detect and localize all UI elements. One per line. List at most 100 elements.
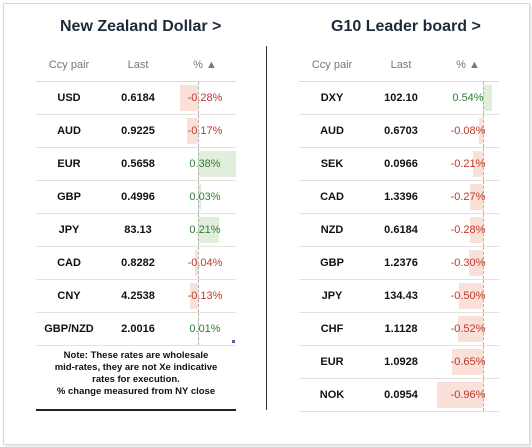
pct-value: -0.04%: [187, 257, 223, 269]
zero-line: [483, 280, 484, 312]
pair-cell: AUD: [57, 125, 81, 137]
last-cell: 1.1128: [384, 323, 418, 335]
pct-value: 0.38%: [189, 158, 221, 170]
last-cell: 0.6184: [121, 92, 155, 104]
table-row[interactable]: JPY 83.13 0.21%: [36, 214, 236, 247]
table-row[interactable]: EUR 1.0928 -0.65%: [299, 346, 499, 379]
g10-title-link[interactable]: G10 Leader board >: [331, 18, 481, 35]
last-header[interactable]: Last: [127, 58, 149, 71]
last-cell: 1.0928: [384, 356, 418, 368]
nzd-rows: USD 0.6184 -0.28% AUD 0.9225 -0.17% EUR 0.5658 0…: [36, 82, 236, 346]
negative-change-bar: [180, 85, 198, 111]
table-row[interactable]: AUD 0.6703 -0.08%: [299, 115, 499, 148]
last-cell: 4.2538: [121, 290, 155, 302]
table-row[interactable]: GBP 0.4996 0.03%: [36, 181, 236, 214]
pct-value: -0.27%: [450, 191, 486, 203]
pct-header[interactable]: % ▲: [193, 58, 217, 71]
pct-value: -0.30%: [450, 257, 486, 269]
zero-line: [198, 148, 199, 180]
zero-line: [198, 280, 199, 312]
negative-change-bar: [459, 283, 483, 309]
zero-line: [483, 346, 484, 378]
pct-header[interactable]: % ▲: [456, 58, 480, 71]
pct-cell: -0.52%: [437, 313, 499, 345]
negative-change-bar: [458, 316, 483, 342]
g10-rows: DXY 102.10 0.54% AUD 0.6703 -0.08% SEK 0.0966 -0…: [299, 82, 499, 412]
table-row[interactable]: EUR 0.5658 0.38%: [36, 148, 236, 181]
pct-value: 0.21%: [189, 224, 221, 236]
pct-cell: -0.17%: [174, 115, 236, 147]
table-row[interactable]: NZD 0.6184 -0.28%: [299, 214, 499, 247]
negative-change-bar: [187, 118, 198, 144]
table-row[interactable]: NOK 0.0954 -0.96%: [299, 379, 499, 412]
pair-cell: EUR: [57, 158, 81, 170]
zero-line: [198, 115, 199, 147]
pct-cell: -0.50%: [437, 280, 499, 312]
pct-cell: 0.01%: [174, 313, 236, 345]
pct-value: -0.13%: [187, 290, 223, 302]
last-cell: 0.0966: [384, 158, 418, 170]
table-row[interactable]: SEK 0.0966 -0.21%: [299, 148, 499, 181]
last-cell: 0.5658: [121, 158, 155, 170]
pct-cell: -0.28%: [437, 214, 499, 246]
last-header[interactable]: Last: [390, 58, 412, 71]
pair-cell: NOK: [319, 389, 345, 401]
pct-value: -0.52%: [450, 323, 486, 335]
last-cell: 0.6703: [384, 125, 418, 137]
pct-cell: 0.03%: [174, 181, 236, 213]
pair-cell: CAD: [57, 257, 81, 269]
note-line: rates for execution.: [92, 374, 180, 385]
note-underline: [36, 409, 236, 411]
pct-cell: 0.21%: [174, 214, 236, 246]
pair-cell: GBP: [320, 257, 344, 269]
table-row[interactable]: DXY 102.10 0.54%: [299, 82, 499, 115]
pct-value: -0.65%: [450, 356, 486, 368]
pair-cell: GBP/NZD: [44, 323, 94, 335]
zero-line: [198, 82, 199, 114]
ccy-pair-header[interactable]: Ccy pair: [48, 58, 90, 71]
pair-cell: USD: [57, 92, 81, 104]
pair-cell: JPY: [58, 224, 80, 236]
zero-line: [198, 247, 199, 279]
table-row[interactable]: CNY 4.2538 -0.13%: [36, 280, 236, 313]
negative-change-bar: [195, 250, 198, 276]
negative-change-bar: [468, 250, 483, 276]
negative-change-bar: [469, 217, 483, 243]
pair-cell: NZD: [320, 224, 344, 236]
positive-change-bar: [198, 217, 219, 243]
pct-cell: -0.13%: [174, 280, 236, 312]
table-row[interactable]: CAD 0.8282 -0.04%: [36, 247, 236, 280]
pct-cell: 0.54%: [437, 82, 499, 114]
table-row[interactable]: CHF 1.1128 -0.52%: [299, 313, 499, 346]
pct-value: 0.03%: [189, 191, 221, 203]
table-row[interactable]: GBP/NZD 2.0016 0.01%: [36, 313, 236, 346]
table-header: Ccy pair Last % ▲: [36, 48, 236, 82]
pct-value: -0.21%: [450, 158, 486, 170]
table-row[interactable]: GBP 1.2376 -0.30%: [299, 247, 499, 280]
ccy-pair-header[interactable]: Ccy pair: [311, 58, 353, 71]
zero-line: [198, 313, 199, 345]
pct-value: -0.17%: [187, 125, 223, 137]
pct-value: -0.28%: [450, 224, 486, 236]
table-row[interactable]: AUD 0.9225 -0.17%: [36, 115, 236, 148]
table-row[interactable]: CAD 1.3396 -0.27%: [299, 181, 499, 214]
negative-change-bar: [470, 184, 483, 210]
nzd-table: Ccy pair Last % ▲ USD 0.6184 -0.28% AUD 0.92…: [36, 48, 236, 346]
zero-line: [483, 82, 484, 114]
positive-change-bar: [198, 184, 201, 210]
negative-change-bar: [472, 151, 483, 177]
note-line: % change measured from NY close: [56, 386, 216, 397]
last-cell: 134.43: [384, 290, 418, 302]
pct-value: -0.28%: [187, 92, 223, 104]
last-cell: 2.0016: [121, 323, 155, 335]
resize-handle: [232, 340, 235, 343]
pct-value: -0.50%: [450, 290, 486, 302]
pct-value: 0.54%: [452, 92, 484, 104]
pair-cell: AUD: [320, 125, 344, 137]
zero-line: [483, 148, 484, 180]
zero-line: [483, 379, 484, 411]
table-row[interactable]: USD 0.6184 -0.28%: [36, 82, 236, 115]
table-row[interactable]: JPY 134.43 -0.50%: [299, 280, 499, 313]
nzd-title-link[interactable]: New Zealand Dollar >: [60, 18, 222, 35]
pct-cell: -0.21%: [437, 148, 499, 180]
